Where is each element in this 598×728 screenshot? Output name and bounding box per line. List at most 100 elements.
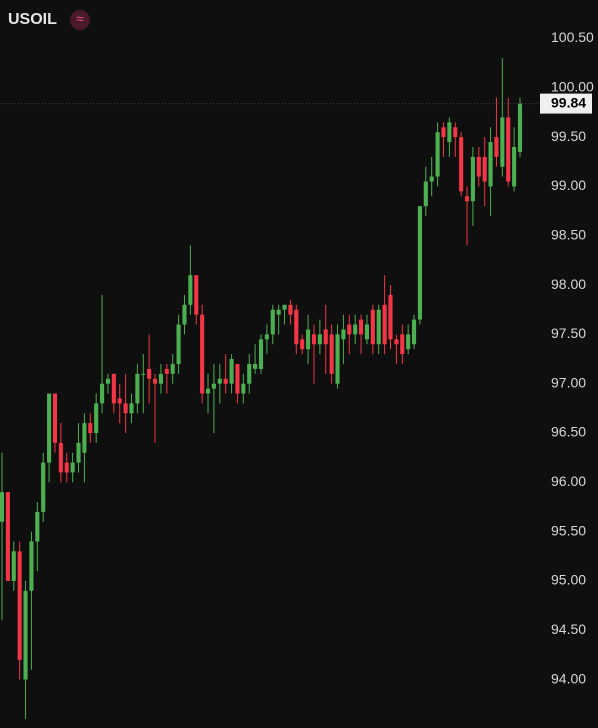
candle-body — [158, 373, 163, 384]
candle-body — [300, 339, 305, 350]
candle-body — [223, 378, 228, 384]
candle-body — [58, 442, 63, 473]
candle-body — [182, 304, 187, 325]
candle-body — [494, 137, 499, 157]
candle-body — [0, 492, 5, 522]
candle-body — [470, 156, 475, 202]
candle-body — [76, 442, 81, 463]
candle-body — [441, 127, 446, 138]
candle-body — [176, 324, 181, 364]
candle-body — [264, 334, 269, 340]
candle-body — [229, 359, 234, 384]
candle-body — [52, 393, 58, 443]
candle-body — [64, 462, 69, 473]
candle-body — [488, 142, 493, 187]
y-tick-label: 99.00 — [551, 177, 586, 193]
candle-body — [323, 329, 328, 345]
candle-body — [335, 334, 340, 384]
candle-body — [311, 334, 317, 345]
candle-body — [394, 339, 399, 345]
y-tick-label: 95.00 — [551, 572, 586, 588]
candle-body — [147, 368, 152, 379]
candle-body — [435, 132, 440, 177]
candle-body — [347, 324, 352, 335]
candle-body — [376, 309, 381, 345]
candle-body — [429, 176, 434, 182]
candle-body — [188, 275, 193, 305]
candle-body — [23, 590, 28, 680]
candle-body — [306, 329, 311, 350]
candle-body — [288, 304, 293, 315]
candle-body — [464, 196, 470, 202]
candle-body — [447, 122, 452, 143]
y-tick-label: 98.00 — [551, 276, 586, 292]
candle-body — [111, 373, 116, 404]
candle-body — [517, 103, 523, 152]
candle-body — [382, 304, 387, 345]
candle-body — [205, 388, 211, 394]
candle-body — [117, 398, 122, 404]
candle-body — [423, 181, 428, 207]
candle-body — [500, 117, 505, 167]
candle-body — [506, 117, 511, 182]
candle-body — [359, 319, 364, 335]
candle-body — [512, 147, 517, 187]
candle-body — [276, 309, 281, 315]
y-tick-label: 99.50 — [551, 128, 586, 144]
candle-body — [241, 383, 246, 394]
y-tick-label: 94.00 — [551, 670, 586, 686]
candle-body — [194, 275, 199, 315]
candle-body — [100, 383, 105, 404]
candle-body — [164, 368, 169, 374]
badge-circle — [70, 10, 90, 30]
candle-body — [70, 462, 75, 473]
candle-body — [17, 551, 22, 660]
candle-body — [476, 156, 481, 177]
candle-body — [270, 309, 275, 335]
y-tick-label: 96.50 — [551, 424, 586, 440]
candle-body — [41, 462, 46, 512]
candle-body — [29, 541, 34, 591]
candle-body — [459, 137, 464, 192]
candle-body — [329, 334, 334, 374]
y-tick-label: 94.50 — [551, 621, 586, 637]
candle-body — [211, 383, 216, 389]
y-tick-label: 97.00 — [551, 374, 586, 390]
candle-body — [388, 294, 393, 340]
badge: ≈ — [76, 11, 84, 27]
candle-body — [247, 363, 252, 384]
candle-body — [47, 393, 52, 463]
candle-body — [353, 324, 358, 335]
candle-body — [258, 339, 264, 369]
candle-body — [88, 423, 93, 433]
candle-body — [94, 403, 99, 433]
candle-body — [5, 492, 10, 581]
chart-title: USOIL — [8, 11, 57, 28]
candle-body — [217, 378, 222, 384]
candle-body — [341, 329, 346, 340]
y-tick-label: 96.00 — [551, 473, 586, 489]
y-tick-label: 97.50 — [551, 325, 586, 341]
candle-body — [282, 304, 287, 310]
candle-body — [253, 363, 258, 369]
candle-body — [152, 378, 158, 384]
candle-body — [364, 324, 370, 340]
candle-body — [35, 511, 40, 542]
candle-body — [11, 551, 16, 581]
candle-body — [411, 319, 417, 345]
candle-body — [453, 127, 458, 138]
candle-body — [105, 378, 111, 384]
candle-body — [82, 423, 87, 453]
candle-body — [170, 363, 175, 374]
candle-body — [406, 334, 411, 350]
last-price-box — [540, 93, 592, 114]
candle-body — [294, 309, 299, 345]
candle-body — [200, 314, 205, 394]
candle-body — [317, 334, 322, 345]
candle-body — [235, 363, 240, 394]
last-price-label: 99.84 — [551, 94, 586, 110]
candle-body — [370, 309, 375, 345]
y-tick-label: 100.00 — [551, 79, 594, 95]
